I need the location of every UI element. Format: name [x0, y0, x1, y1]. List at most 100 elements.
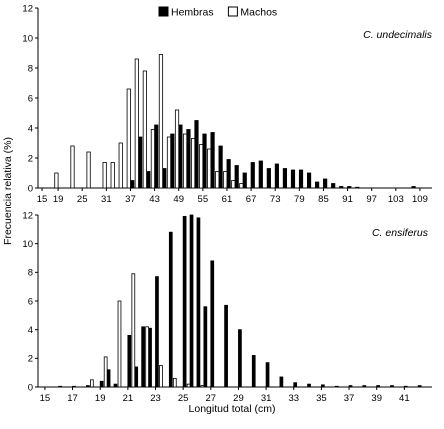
bar-hembras	[242, 172, 247, 189]
y-tick-label: 2	[28, 153, 33, 164]
bar-machos	[134, 58, 139, 189]
x-tick-label: 49	[173, 194, 184, 205]
bar-hembras	[178, 124, 183, 189]
y-tick-label: 0	[28, 382, 33, 393]
bar-hembras	[148, 327, 152, 388]
y-tick-label: 2	[28, 354, 33, 365]
bar-hembras	[238, 329, 242, 388]
legend-swatch-hembras	[158, 6, 169, 17]
x-tick-label: 25	[77, 194, 88, 205]
x-tick-label: 43	[149, 194, 160, 205]
panel-2: 0 2 4 6 8 10 12 15 17 19 21 23 25 27 29 31 33 35 37 39 41 C. …	[22, 210, 432, 404]
x-tick-label: 61	[222, 194, 233, 205]
bar-machos	[126, 88, 131, 189]
bar-machos	[239, 183, 244, 189]
bar-hembras	[279, 376, 284, 388]
bar-machos	[70, 145, 75, 189]
x-tick-label: 17	[67, 393, 78, 404]
bar-hembras	[298, 169, 304, 189]
bar-hembras	[196, 217, 201, 388]
bar-hembras	[186, 129, 191, 189]
bar-hembras	[307, 383, 311, 388]
bar-machos	[231, 180, 236, 189]
bar-machos	[145, 326, 149, 388]
bar-machos	[200, 385, 205, 388]
bar-hembras	[315, 181, 320, 189]
bar-hembras	[203, 306, 208, 388]
bar-hembras	[347, 186, 352, 189]
bar-machos	[172, 377, 177, 388]
bar-hembras	[323, 178, 328, 189]
y-tick-label: 6	[28, 93, 33, 104]
bar-hembras	[202, 133, 207, 189]
x-axis-title: Longitud total (cm)	[189, 403, 276, 415]
bar-hembras	[274, 163, 279, 189]
x-tick-label: 67	[246, 194, 257, 205]
bar-hembras	[58, 385, 63, 388]
x-tick-label: 27	[206, 393, 217, 404]
bar-machos	[150, 129, 155, 189]
bar-machos	[182, 133, 188, 189]
y-tick-label: 4	[28, 325, 33, 336]
bar-hembras	[258, 160, 263, 189]
bar-machos	[142, 70, 147, 189]
bar-hembras	[141, 326, 145, 388]
bar-machos	[86, 151, 91, 189]
bar-hembras	[355, 186, 360, 189]
x-tick-label: 73	[270, 194, 281, 205]
bar-hembras	[339, 186, 344, 189]
x-tick-label: 97	[366, 194, 377, 205]
bar-machos	[186, 383, 191, 388]
bar-machos	[191, 138, 196, 189]
y-axis-title: Frecuencia relativa (%)	[2, 137, 14, 245]
bar-hembras	[290, 169, 296, 189]
bar-hembras	[130, 180, 135, 189]
x-tick-label: 85	[318, 194, 329, 205]
x-tick-label: 55	[198, 194, 209, 205]
bar-machos	[166, 136, 172, 189]
bar-hembras	[293, 382, 298, 388]
bar-machos	[158, 54, 164, 189]
legend: Hembras Machos	[158, 6, 277, 19]
x-tick-label: 19	[95, 393, 106, 404]
legend-label-hembras: Hembras	[171, 7, 214, 19]
x-tick-label: 35	[316, 393, 327, 404]
x-tick-label: 31	[101, 194, 112, 205]
x-tick-label: 37	[344, 393, 355, 404]
bar-hembras	[390, 385, 394, 388]
bar-hembras	[194, 120, 199, 189]
bar-hembras	[210, 260, 215, 388]
bar-hembras	[218, 145, 223, 189]
bar-hembras	[127, 334, 132, 388]
x-tick-label: 103	[388, 194, 404, 205]
bar-hembras	[182, 216, 187, 388]
bar-hembras	[224, 304, 228, 388]
x-tick-label: 29	[233, 393, 244, 404]
bar-hembras	[210, 132, 215, 189]
y-tick-label: 12	[22, 210, 33, 221]
bar-machos	[117, 300, 122, 388]
bar-hembras	[138, 136, 143, 189]
bar-machos	[54, 172, 59, 189]
bar-machos	[223, 171, 228, 189]
bar-machos	[90, 379, 94, 388]
y-tick-label: 8	[28, 268, 33, 279]
bar-machos	[102, 162, 107, 189]
bar-hembras	[234, 165, 239, 189]
y-tick-label: 12	[22, 3, 33, 14]
x-tick-label: 23	[150, 393, 161, 404]
bar-hembras	[250, 162, 255, 189]
legend-label-machos: Machos	[240, 7, 277, 19]
bar-machos	[215, 171, 220, 189]
bar-hembras	[99, 380, 104, 388]
bar-machos	[110, 162, 115, 189]
species-label: C. ensiferus	[372, 227, 429, 239]
x-tick-label: 21	[123, 393, 134, 404]
bar-machos	[159, 365, 163, 388]
x-tick-label: 31	[261, 393, 272, 404]
bar-hembras	[403, 385, 408, 388]
x-tick-label: 25	[178, 393, 189, 404]
bar-machos	[207, 148, 212, 189]
species-label: C. undecimalis	[363, 29, 433, 41]
